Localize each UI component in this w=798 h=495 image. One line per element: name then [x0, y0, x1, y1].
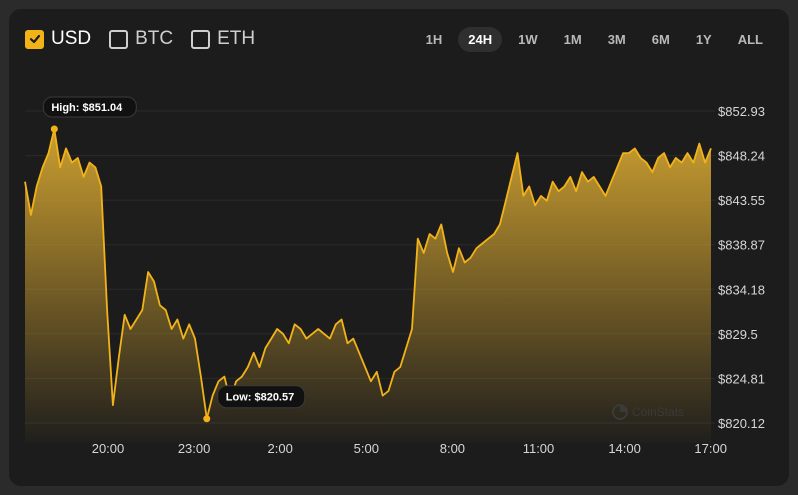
low-tooltip: Low: $820.57	[226, 392, 294, 404]
high-tooltip-box	[42, 96, 137, 118]
x-tick-label: 17:00	[694, 441, 727, 456]
y-tick-label: $838.87	[718, 238, 765, 253]
x-tick-label: 8:00	[440, 441, 465, 456]
x-axis-ticks: 20:00 23:00 2:00 5:00 8:00 11:00 14:00 17:00	[92, 441, 727, 456]
currency-toggles: USD BTC ETH	[25, 28, 255, 50]
currency-label-usd: USD	[51, 28, 92, 49]
high-point	[50, 125, 58, 133]
low-tooltip-box	[217, 385, 306, 409]
x-tick-label: 14:00	[608, 441, 641, 456]
watermark: CoinStats	[612, 404, 684, 420]
price-area	[25, 129, 711, 443]
watermark-text: CoinStats	[632, 405, 684, 419]
price-line	[24, 128, 712, 420]
y-tick-label: $824.81	[718, 371, 765, 386]
high-marker: High: $851.04	[42, 96, 137, 133]
price-chart[interactable]: $852.93 $848.24 $843.55 $838.87 $834.18 $829.…	[9, 9, 789, 486]
tab-1h[interactable]: 1H	[425, 32, 443, 47]
y-tick-label: $852.93	[718, 104, 765, 119]
x-tick-label: 23:00	[178, 441, 211, 456]
coinstats-logo-wedge	[620, 405, 627, 412]
price-chart-card: USD BTC ETH 1H 24H 1W 1M 3M 6M 1Y ALL $8…	[9, 9, 789, 486]
x-tick-label: 11:00	[523, 441, 555, 456]
currency-toggle-btc[interactable]: BTC	[109, 28, 173, 50]
tab-1w[interactable]: 1W	[518, 32, 538, 47]
tab-6m[interactable]: 6M	[651, 32, 670, 47]
y-tick-label: $829.5	[718, 327, 758, 342]
checkbox-empty-icon	[109, 29, 129, 49]
x-tick-label: 20:00	[92, 441, 125, 456]
low-point	[203, 415, 211, 423]
x-tick-label: 5:00	[354, 441, 379, 456]
checkbox-empty-icon	[191, 29, 211, 49]
x-tick-label: 2:00	[268, 441, 293, 456]
currency-toggle-usd[interactable]: USD	[25, 28, 91, 50]
y-axis-ticks: $852.93 $848.24 $843.55 $838.87 $834.18 $829.…	[718, 104, 765, 431]
y-tick-label: $834.18	[718, 282, 765, 297]
y-tick-label: $820.12	[718, 416, 765, 431]
tab-24h[interactable]: 24H	[458, 27, 503, 52]
checkbox-checked-icon	[25, 29, 44, 49]
tab-all[interactable]: ALL	[737, 32, 763, 47]
tab-3m[interactable]: 3M	[607, 32, 626, 47]
currency-label-eth: ETH	[217, 28, 256, 49]
time-range-tabs: 1H 24H 1W 1M 3M 6M 1Y ALL	[416, 27, 773, 52]
currency-toggle-eth[interactable]: ETH	[191, 28, 255, 50]
y-tick-label: $843.55	[718, 193, 765, 208]
y-tick-label: $848.24	[718, 149, 765, 164]
high-tooltip: High: $851.04	[51, 102, 123, 114]
currency-label-btc: BTC	[135, 28, 174, 49]
low-marker: Low: $820.57	[203, 385, 306, 423]
tab-1y[interactable]: 1Y	[695, 32, 712, 47]
tab-1m[interactable]: 1M	[563, 32, 582, 47]
